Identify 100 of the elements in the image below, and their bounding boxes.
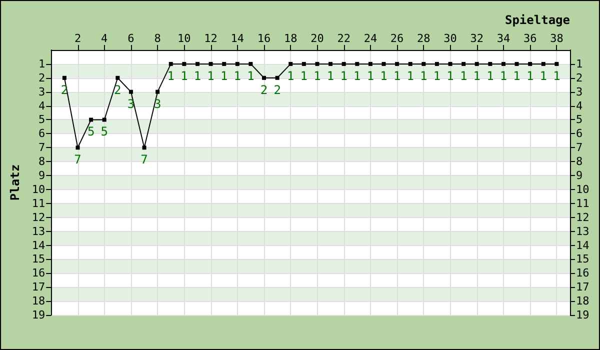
data-label: 1: [500, 68, 508, 83]
data-label: 2: [260, 82, 268, 97]
data-label: 1: [220, 68, 228, 83]
point: [448, 62, 452, 66]
y-tick-label: 10: [32, 182, 46, 196]
data-label: 1: [393, 68, 401, 83]
point: [208, 62, 213, 66]
point: [514, 62, 519, 66]
data-label: 5: [87, 124, 95, 139]
y-tick-label: 6: [38, 127, 46, 140]
data-label: 1: [340, 68, 348, 83]
y-tick-label: 14: [32, 238, 46, 252]
y-tick-label: 15: [32, 252, 46, 266]
point: [195, 62, 200, 66]
point: [302, 62, 306, 66]
x-tick-label: 10: [178, 32, 191, 45]
y2-tick-label: 11: [576, 196, 590, 210]
data-label: 1: [526, 68, 534, 83]
x-tick-label: 20: [310, 32, 324, 45]
y-axis-title: Platz: [8, 164, 22, 201]
y-tick-label: 8: [38, 155, 46, 168]
point: [128, 90, 133, 94]
point: [368, 62, 372, 66]
y2-tick-label: 13: [576, 224, 590, 238]
point: [62, 76, 66, 80]
y-tick-label: 2: [38, 71, 46, 84]
point: [501, 62, 506, 66]
data-label: 3: [154, 96, 162, 111]
data-label: 1: [207, 68, 214, 83]
point: [89, 118, 94, 122]
x-tick-label: 24: [364, 32, 378, 45]
y-tick-label: 5: [38, 113, 46, 126]
data-label: 2: [274, 82, 281, 97]
y-tick-label: 16: [32, 266, 46, 280]
point: [156, 90, 160, 94]
x-tick-label: 2: [74, 32, 82, 45]
data-label: 7: [140, 152, 148, 167]
point: [422, 62, 426, 66]
data-label: 1: [380, 68, 388, 83]
data-label: 1: [460, 68, 468, 83]
point: [541, 62, 546, 66]
point: [528, 62, 532, 66]
x-tick-label: 30: [444, 32, 457, 45]
data-label: 1: [314, 68, 321, 83]
point: [275, 76, 280, 80]
y2-tick-label: 5: [576, 113, 583, 126]
point: [116, 76, 120, 80]
x-tick-label: 34: [496, 32, 510, 45]
x-tick-label: 16: [257, 32, 271, 45]
point: [235, 62, 240, 66]
x-tick-label: 26: [390, 32, 404, 45]
x-tick-label: 28: [417, 32, 430, 45]
data-label: 1: [406, 68, 414, 83]
data-label: 1: [167, 68, 174, 83]
y2-tick-label: 7: [576, 141, 583, 154]
y2-tick-label: 9: [576, 169, 583, 182]
x-tick-label: 38: [550, 32, 564, 45]
y2-tick-label: 16: [576, 266, 590, 280]
x-tick-label: 32: [470, 32, 484, 45]
data-label: 1: [446, 68, 454, 83]
y-tick-label: 7: [38, 141, 46, 154]
point: [488, 62, 492, 66]
point: [474, 62, 479, 66]
x-tick-label: 22: [337, 32, 350, 45]
y2-tick-label: 18: [576, 294, 590, 308]
point: [382, 62, 386, 66]
x-tick-label: 18: [284, 32, 298, 45]
point: [554, 62, 559, 66]
y-tick-label: 18: [32, 294, 46, 308]
data-label: 1: [433, 68, 441, 83]
data-label: 1: [553, 68, 560, 83]
point: [328, 62, 333, 66]
point: [248, 62, 253, 66]
point: [462, 62, 466, 66]
data-label: 2: [114, 82, 122, 97]
data-label: 1: [234, 68, 242, 83]
data-label: 1: [354, 68, 361, 83]
data-label: 7: [74, 152, 82, 167]
data-label: 5: [100, 124, 108, 139]
x-axis-title: Spieltage: [504, 13, 570, 27]
x-tick-label: 6: [128, 32, 134, 45]
y-tick-label: 4: [38, 99, 46, 112]
y2-tick-label: 8: [576, 155, 583, 168]
data-label: 1: [247, 68, 254, 83]
y2-tick-label: 4: [576, 99, 583, 112]
y2-tick-label: 17: [576, 280, 590, 294]
data-label: 1: [473, 68, 480, 83]
y2-tick-label: 10: [576, 182, 590, 196]
x-tick-label: 12: [204, 32, 218, 45]
point: [315, 62, 320, 66]
data-label: 1: [420, 68, 428, 83]
point: [342, 62, 346, 66]
point: [355, 62, 360, 66]
data-label: 1: [326, 68, 334, 83]
point: [168, 62, 173, 66]
y-tick-label: 19: [32, 308, 46, 322]
y-tick-label: 9: [38, 169, 46, 182]
y2-tick-label: 3: [576, 85, 583, 98]
data-label: 1: [486, 68, 494, 83]
data-label: 1: [513, 68, 520, 83]
